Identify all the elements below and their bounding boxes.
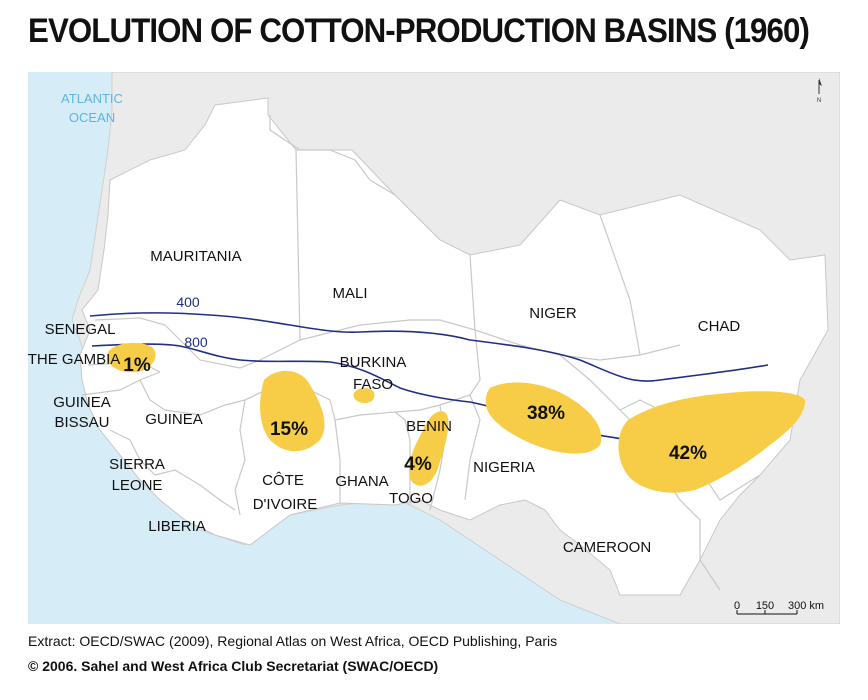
country-label-chad: CHAD — [698, 318, 741, 335]
basin-label-nigeria: 38% — [527, 403, 565, 424]
cotton-basins — [107, 342, 806, 493]
north-label: N — [817, 98, 821, 104]
map-title: EVOLUTION OF COTTON-PRODUCTION BASINS (1… — [28, 12, 810, 50]
basin-label-cote-divoire: 15% — [270, 419, 308, 440]
country-label-burkina-2: FASO — [353, 376, 393, 393]
basin-cote-divoire — [260, 370, 325, 452]
map-canvas: ATLANTIC OCEAN MAURITANIA MALI NIGER CHA… — [28, 72, 840, 624]
basin-labels: 1% 15% 4% 38% 42% — [123, 355, 707, 475]
country-label-guinea-bissau-1: GUINEA — [53, 394, 111, 411]
isohyet-800-label: 800 — [184, 334, 208, 350]
country-label-ghana: GHANA — [335, 473, 388, 490]
copyright-notice: © 2006. Sahel and West Africa Club Secre… — [28, 658, 439, 674]
country-label-guinea-bissau-2: BISSAU — [54, 414, 109, 431]
basin-benin-togo — [409, 411, 449, 486]
country-label-burkina-1: BURKINA — [340, 354, 407, 371]
basin-label-benin-togo: 4% — [404, 454, 432, 475]
country-label-nigeria: NIGERIA — [473, 459, 535, 476]
basin-gambia — [107, 342, 156, 373]
country-labels: MAURITANIA MALI NIGER CHAD SENEGAL THE G… — [28, 248, 740, 556]
country-label-liberia: LIBERIA — [148, 518, 206, 535]
country-label-sierra-leone-1: SIERRA — [109, 456, 165, 473]
scale-bar: 0 150 300 km — [734, 600, 824, 615]
basin-burkina — [353, 387, 375, 403]
scale-label-end: 300 km — [788, 600, 824, 612]
country-label-senegal: SENEGAL — [45, 321, 116, 338]
basin-label-gambia: 1% — [123, 355, 151, 376]
country-label-guinea: GUINEA — [145, 411, 203, 428]
basin-label-chad-cameroon: 42% — [669, 443, 707, 464]
country-label-sierra-leone-2: LEONE — [112, 477, 163, 494]
country-label-togo: TOGO — [389, 490, 433, 507]
source-citation: Extract: OECD/SWAC (2009), Regional Atla… — [28, 633, 558, 649]
isohyet-400-label: 400 — [176, 294, 200, 310]
country-label-mali: MALI — [332, 285, 367, 302]
ocean-label-line2: OCEAN — [69, 110, 115, 125]
ocean-label-line1: ATLANTIC — [61, 91, 123, 106]
isohyet-400-line — [89, 312, 769, 382]
country-label-niger: NIGER — [529, 305, 577, 322]
scale-label-mid: 150 — [756, 600, 774, 612]
country-label-cameroon: CAMEROON — [563, 539, 651, 556]
country-label-cote-divoire-1: CÔTE — [262, 472, 304, 489]
country-label-benin: BENIN — [406, 418, 452, 435]
basin-nigeria — [485, 382, 602, 454]
country-label-mauritania: MAURITANIA — [150, 248, 241, 265]
country-label-gambia: THE GAMBIA — [28, 351, 120, 368]
scale-label-zero: 0 — [734, 600, 740, 612]
country-label-cote-divoire-2: D'IVOIRE — [253, 496, 318, 513]
north-arrow-icon: N — [817, 78, 822, 104]
basin-chad-cameroon — [618, 391, 806, 493]
